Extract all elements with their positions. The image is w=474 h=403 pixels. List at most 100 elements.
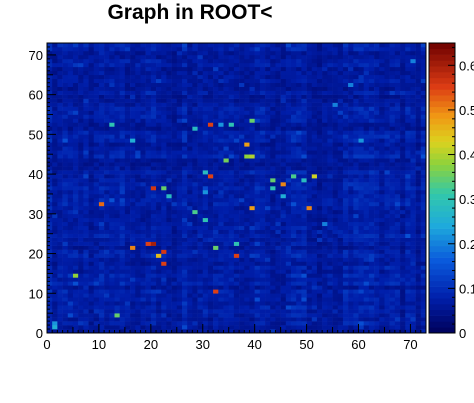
heatmap-cell (275, 174, 281, 179)
heatmap-cell (114, 130, 120, 135)
heatmap-cell (389, 130, 396, 135)
heatmap-cell (218, 142, 224, 147)
heatmap-cell (135, 297, 141, 302)
heatmap-cell (192, 126, 198, 131)
heatmap-cell (270, 62, 276, 68)
heatmap-cell (145, 241, 152, 246)
heatmap-cell (93, 273, 100, 278)
heatmap-cell (254, 297, 261, 302)
heatmap-cell (98, 58, 105, 64)
heatmap-cell (275, 70, 281, 76)
heatmap-cell (171, 154, 178, 159)
heatmap-cell (259, 138, 266, 143)
heatmap-cell (275, 118, 281, 123)
heatmap-cell (322, 110, 328, 115)
heatmap-cell (78, 297, 84, 302)
heatmap-cell (353, 233, 359, 238)
heatmap-cell (187, 142, 193, 147)
heatmap-cell (233, 321, 240, 326)
heatmap-cell (332, 197, 339, 203)
heatmap-cell (93, 178, 100, 183)
heatmap-cell (161, 58, 167, 64)
heatmap-cell (202, 273, 209, 278)
heatmap-cell (218, 186, 224, 191)
heatmap-cell (223, 257, 230, 262)
heatmap-cell (332, 317, 339, 322)
heatmap-cell (171, 186, 178, 191)
heatmap-cell (104, 285, 110, 290)
heatmap-cell (156, 321, 162, 326)
heatmap-cell (327, 249, 333, 254)
heatmap-cell (285, 174, 292, 179)
heatmap-cell (156, 209, 162, 215)
heatmap-cell (384, 98, 390, 103)
heatmap-cell (311, 138, 318, 143)
heatmap-cell (239, 138, 245, 143)
heatmap-cell (228, 114, 235, 119)
heatmap-cell (244, 253, 250, 258)
heatmap-cell (88, 78, 95, 84)
heatmap-cell (171, 170, 178, 175)
heatmap-cell (233, 229, 240, 234)
heatmap-cell (52, 178, 58, 183)
heatmap-cell (156, 289, 162, 294)
heatmap-cell (244, 74, 250, 80)
heatmap-cell (62, 70, 69, 76)
heatmap-cell (316, 86, 323, 91)
heatmap-cell (52, 182, 58, 187)
heatmap-cell (400, 297, 406, 302)
heatmap-cell (88, 70, 95, 76)
heatmap-cell (78, 201, 84, 207)
heatmap-cell (270, 281, 276, 286)
heatmap-cell (213, 297, 219, 302)
heatmap-cell (171, 233, 178, 238)
heatmap-cell (259, 74, 266, 80)
heatmap-cell (140, 130, 146, 135)
heatmap-cell (311, 90, 318, 95)
heatmap-cell (135, 70, 141, 76)
heatmap-cell (337, 154, 344, 159)
heatmap-cell (124, 70, 131, 76)
heatmap-cell (93, 162, 100, 167)
heatmap-cell (135, 209, 141, 215)
heatmap-cell (88, 154, 95, 159)
heatmap-cell (311, 158, 318, 163)
heatmap-cell (275, 269, 281, 274)
heatmap-cell (62, 182, 69, 187)
heatmap-cell (98, 62, 105, 68)
heatmap-cell (218, 66, 224, 72)
heatmap-cell (176, 174, 183, 179)
heatmap-cell (291, 189, 297, 195)
heatmap-cell (223, 241, 230, 246)
heatmap-cell (244, 193, 250, 199)
heatmap-cell (327, 110, 333, 115)
heatmap-cell (140, 233, 146, 238)
heatmap-cell (358, 43, 364, 48)
heatmap-cell (306, 269, 313, 274)
heatmap-cell (244, 233, 250, 238)
heatmap-cell (119, 193, 126, 199)
heatmap-cell (176, 178, 183, 183)
heatmap-cell (156, 281, 162, 286)
heatmap-cell (52, 102, 58, 107)
heatmap-cell (233, 154, 240, 159)
heatmap-cell (301, 293, 307, 298)
heatmap-cell (265, 189, 271, 195)
heatmap-cell (244, 78, 250, 84)
heatmap-cell (233, 309, 240, 314)
heatmap-cell (337, 293, 344, 298)
heatmap-cell (285, 277, 292, 282)
heatmap-cell (218, 154, 224, 159)
heatmap-cell (379, 285, 385, 290)
heatmap-cell (296, 213, 302, 219)
heatmap-cell (285, 138, 292, 143)
heatmap-cell (145, 118, 152, 123)
heatmap-cell (57, 158, 63, 163)
heatmap-cell (358, 253, 364, 258)
heatmap-cell (244, 106, 250, 111)
heatmap-cell (119, 217, 126, 223)
heatmap-cell (280, 178, 287, 183)
heatmap-cell (342, 134, 349, 139)
heatmap-cell (389, 54, 396, 60)
heatmap-cell (93, 170, 100, 175)
